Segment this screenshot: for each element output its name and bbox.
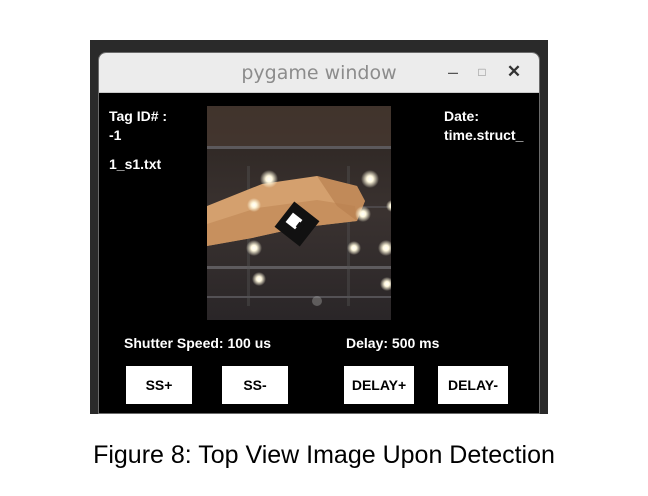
shutter-speed-decrease-button[interactable]: SS-: [222, 366, 288, 404]
tag-id-label: Tag ID# :: [109, 108, 168, 124]
minimize-icon[interactable]: –: [447, 62, 458, 82]
maximize-icon[interactable]: □: [478, 65, 486, 79]
pygame-window: pygame window – □ ✕ Tag ID# : -1 1_s1.tx…: [98, 52, 540, 414]
tag-id-value: -1: [109, 127, 122, 143]
delay-decrease-button[interactable]: DELAY-: [438, 366, 508, 404]
date-value: time.struct_: [444, 127, 524, 143]
shutter-speed-readout: Shutter Speed: 100 us: [124, 335, 272, 351]
camera-image: [207, 106, 398, 320]
date-label: Date:: [444, 108, 480, 124]
figure-caption: Figure 8: Top View Image Upon Detection: [93, 441, 555, 469]
file-name: 1_s1.txt: [109, 156, 162, 172]
delay-increase-button[interactable]: DELAY+: [344, 366, 414, 404]
shutter-speed-increase-button[interactable]: SS+: [126, 366, 192, 404]
camera-view: [207, 106, 398, 320]
window-title: pygame window: [241, 62, 397, 84]
delay-readout: Delay: 500 ms: [346, 335, 440, 351]
close-icon[interactable]: ✕: [506, 62, 522, 81]
title-bar[interactable]: pygame window – □ ✕: [99, 53, 539, 93]
